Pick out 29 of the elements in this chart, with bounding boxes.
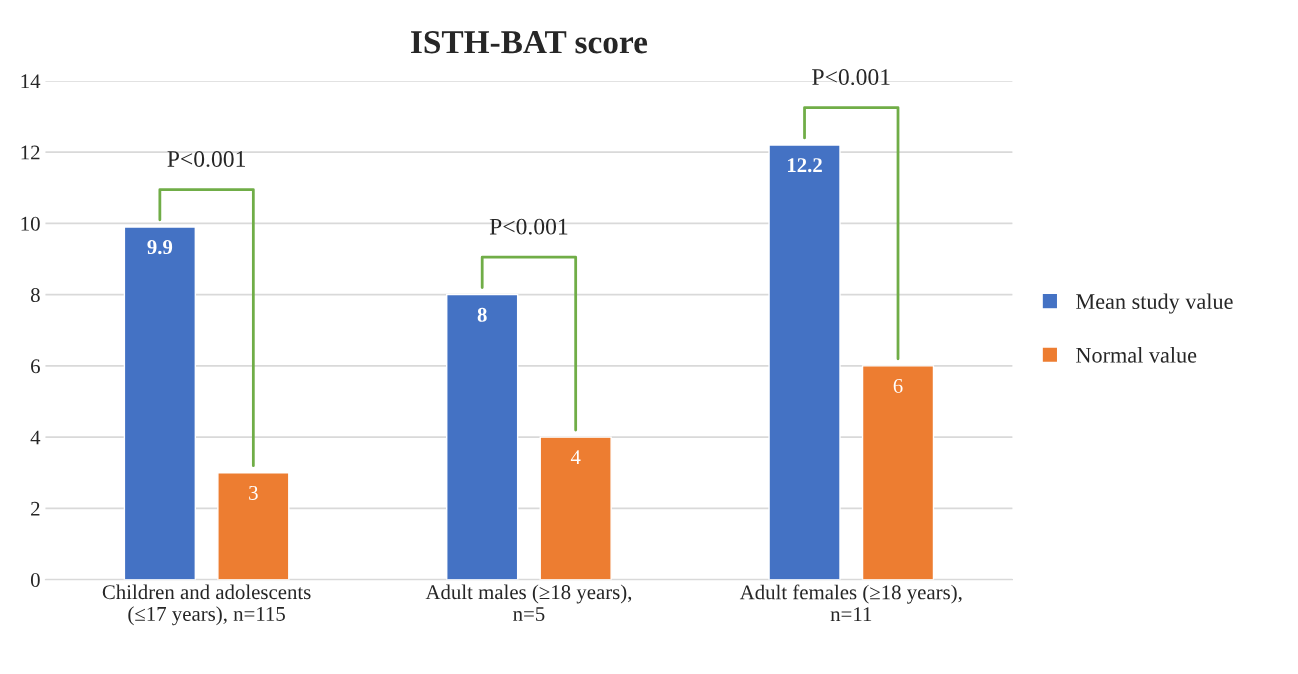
bar xyxy=(861,365,935,580)
y-tick-label: 0 xyxy=(30,573,40,588)
data-label: 3 xyxy=(249,485,258,500)
bar xyxy=(539,436,612,580)
data-label: 12.2 xyxy=(787,158,822,173)
annotation: P<0.001 xyxy=(489,218,568,235)
x-tick-label: Children and adolescents (≤17 years), n=115 xyxy=(102,584,311,626)
y-tick-label: 10 xyxy=(21,216,40,231)
x-tick-label: Adult females (≥18 years), n=11 xyxy=(739,584,962,622)
y-tick-label: 12 xyxy=(21,145,40,160)
legend-label: Normal value xyxy=(1076,347,1197,363)
bar xyxy=(446,293,519,580)
data-label: 9.9 xyxy=(147,240,173,255)
data-label: 4 xyxy=(570,450,581,465)
y-tick-label: 6 xyxy=(31,359,40,374)
data-label: 6 xyxy=(893,379,903,394)
y-tick-label: 4 xyxy=(30,430,41,445)
y-tick-label: 2 xyxy=(31,501,40,516)
bar xyxy=(123,226,197,580)
y-tick-label: 14 xyxy=(21,74,41,89)
legend-label: Mean study value xyxy=(1076,293,1233,314)
annotation: P<0.001 xyxy=(167,151,245,168)
chart-title: ISTH-BAT score xyxy=(411,31,648,54)
x-tick-label: Adult males (≥18 years), n=5 xyxy=(425,584,632,622)
y-tick-label: 8 xyxy=(30,288,40,303)
bar xyxy=(217,472,290,580)
annotation: P<0.001 xyxy=(812,69,890,86)
bar xyxy=(768,144,841,580)
data-label: 8 xyxy=(477,307,487,322)
